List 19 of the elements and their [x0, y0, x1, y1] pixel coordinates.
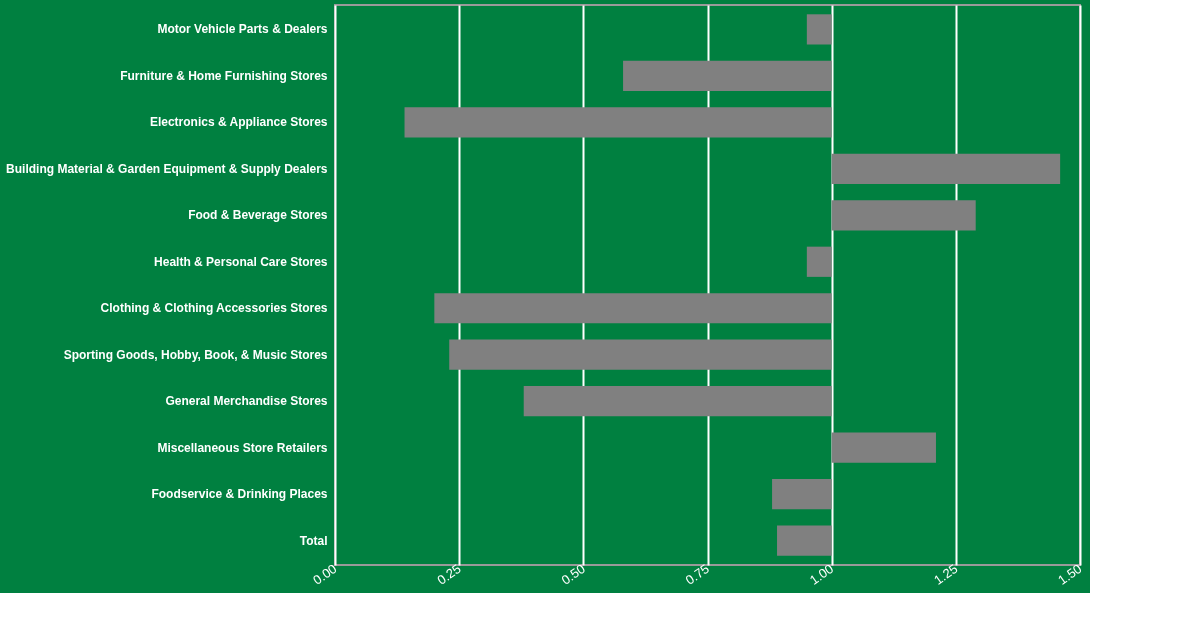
x-tick-label: 0.75 — [682, 560, 713, 588]
x-tick-label: 1.25 — [931, 560, 961, 588]
y-tick-label: Motor Vehicle Parts & Dealers — [157, 22, 328, 37]
y-tick-label: Furniture & Home Furnishing Stores — [120, 68, 328, 83]
y-tick-label: Foodservice & Drinking Places — [151, 487, 328, 502]
x-tick-label: 0.00 — [310, 560, 340, 588]
x-tick-label: 1.00 — [806, 560, 837, 588]
x-tick-label: 1.50 — [1055, 560, 1085, 588]
y-tick-label: Miscellaneous Store Retailers — [157, 440, 328, 455]
y-tick-label: Clothing & Clothing Accessories Stores — [100, 301, 328, 316]
x-tick-label: 0.50 — [558, 560, 588, 588]
y-tick-label: Sporting Goods, Hobby, Book, & Music Stores — [63, 347, 328, 362]
y-tick-label: Health & Personal Care Stores — [154, 254, 328, 269]
y-tick-label: Building Material & Garden Equipment & Supply Dealers — [6, 161, 328, 176]
y-tick-label: Electronics & Appliance Stores — [149, 115, 328, 130]
x-tick-label: 0.25 — [434, 560, 464, 588]
y-tick-label: General Merchandise Stores — [165, 394, 328, 409]
y-tick-label: Food & Beverage Stores — [188, 208, 328, 223]
y-tick-label: Total — [299, 533, 328, 548]
